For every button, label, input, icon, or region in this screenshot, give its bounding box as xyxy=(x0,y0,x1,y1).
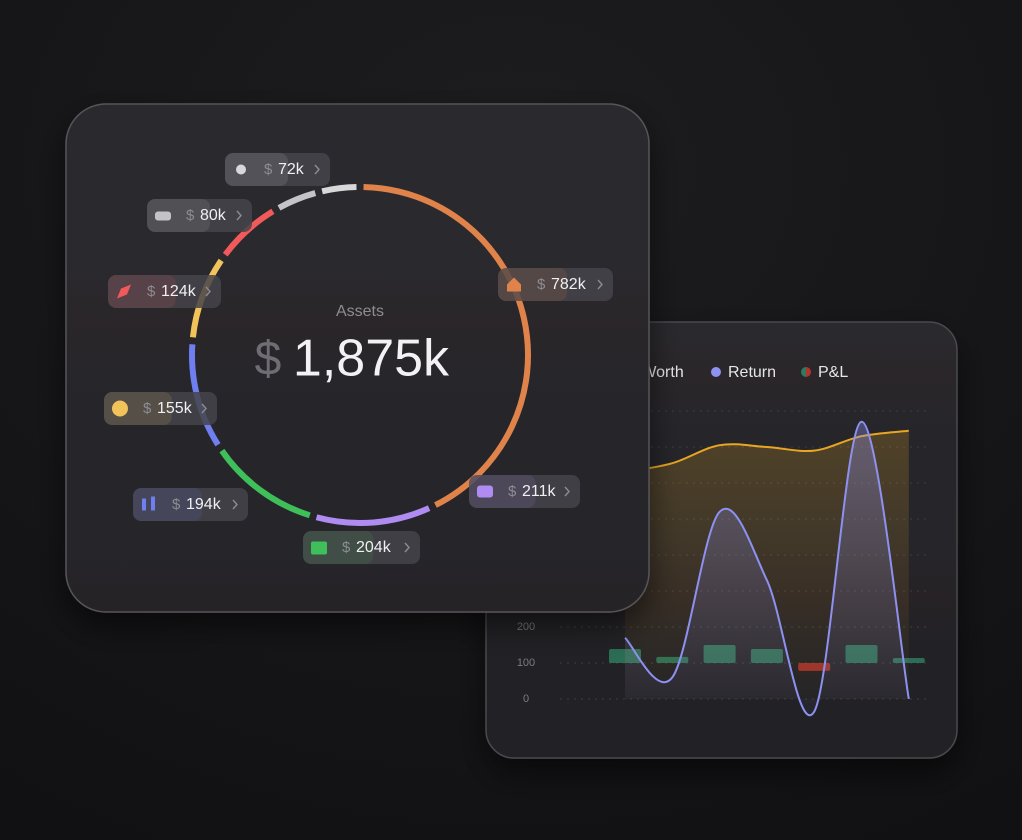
currency-symbol: $ xyxy=(255,333,282,386)
currency-symbol: $ xyxy=(147,283,156,300)
legend-icon xyxy=(236,164,246,175)
currency-symbol: $ xyxy=(186,207,195,224)
currency-symbol: $ xyxy=(537,276,546,293)
asset-value: 194k xyxy=(186,496,222,513)
asset-pill: $124k xyxy=(108,275,221,308)
chevron xyxy=(232,499,238,510)
pill-tint xyxy=(104,392,172,425)
pill-tint xyxy=(303,531,374,564)
chevron xyxy=(404,542,410,553)
pill-background xyxy=(498,268,613,301)
asset-pill: $194k xyxy=(133,488,248,521)
legend-icon xyxy=(112,400,128,417)
pill-tint xyxy=(498,268,567,301)
chevron xyxy=(564,486,570,497)
y-tick-label: 0 xyxy=(523,693,529,705)
asset-value: 782k xyxy=(551,276,587,293)
donut-segment xyxy=(321,184,357,195)
legend-icon xyxy=(801,367,806,377)
chevron xyxy=(314,164,320,175)
asset-pill: $211k xyxy=(469,475,580,508)
asset-value: 80k xyxy=(200,207,227,224)
area-fill xyxy=(625,421,909,716)
donut-segment xyxy=(219,448,311,519)
legend-icon xyxy=(806,367,811,377)
currency-symbol: $ xyxy=(172,496,181,513)
chevron xyxy=(597,279,603,290)
donut-segment xyxy=(315,505,431,526)
y-tick-label: 200 xyxy=(517,621,535,633)
asset-pill: $80k xyxy=(147,199,252,232)
asset-pill: $782k xyxy=(498,268,613,301)
assets-donut: Assets $ 1,875k $782k$ 211k$ 204k$ 194k$ 155… xyxy=(104,153,613,564)
pill-background xyxy=(303,531,420,564)
legend-icon xyxy=(477,485,493,498)
donut-segment xyxy=(277,190,317,211)
y-tick-label: 100 xyxy=(517,657,535,669)
pill-background xyxy=(469,475,580,508)
pill-tint xyxy=(147,199,210,232)
legend-dot xyxy=(711,367,721,377)
asset-value: 204k xyxy=(356,539,392,556)
asset-value: 124k xyxy=(161,283,197,300)
center-label: Assets xyxy=(336,303,384,320)
legend-label: P&L xyxy=(818,364,848,381)
asset-pill: $72k xyxy=(225,153,330,186)
legend-icon xyxy=(117,284,131,299)
legend-label: Return xyxy=(728,364,776,381)
chevron xyxy=(236,210,242,221)
pill-background xyxy=(225,153,330,186)
currency-symbol: $ xyxy=(508,483,517,500)
asset-pill: $155k xyxy=(104,392,217,425)
legend-icon xyxy=(142,496,155,511)
asset-value: 211k xyxy=(522,483,557,500)
asset-pill: $204k xyxy=(303,531,420,564)
donut-segment xyxy=(363,184,531,508)
currency-symbol: $ xyxy=(264,161,273,178)
pill-tint xyxy=(108,275,176,308)
legend-icon xyxy=(155,211,171,221)
pill-background xyxy=(133,488,248,521)
currency-symbol: $ xyxy=(143,400,152,417)
currency-symbol: $ xyxy=(342,539,351,556)
legend-icon xyxy=(311,541,327,555)
legend-icon xyxy=(507,277,521,292)
series-line xyxy=(624,420,910,717)
combo-chart: 0100200300400500600700800Net WorthReturn… xyxy=(517,364,926,717)
chevron xyxy=(205,286,211,297)
pill-background xyxy=(104,392,217,425)
asset-value: 72k xyxy=(278,161,305,178)
chevron xyxy=(201,403,207,414)
pill-background xyxy=(147,199,252,232)
pill-tint xyxy=(133,488,202,521)
total-value: 1,875k xyxy=(293,330,450,388)
pill-tint xyxy=(469,475,536,508)
pill-tint xyxy=(225,153,288,186)
asset-value: 155k xyxy=(157,400,193,417)
pill-background xyxy=(108,275,221,308)
